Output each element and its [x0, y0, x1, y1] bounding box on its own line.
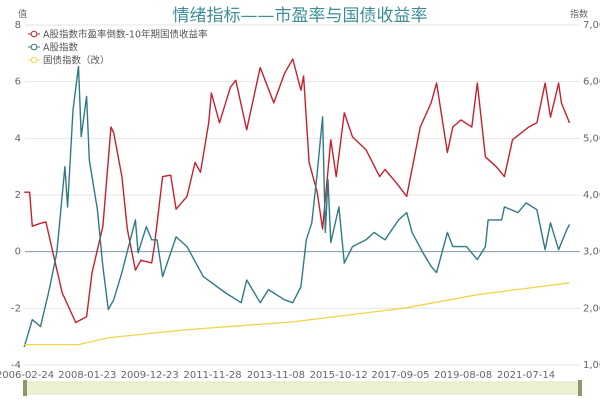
right-tick-label: 3,000	[583, 247, 600, 258]
legend-item-0[interactable]: A股指数市盈率倒数-10年期国债收益率	[28, 29, 208, 41]
right-tick-label: 7,000	[583, 20, 600, 31]
slider-handle-left[interactable]	[23, 380, 27, 396]
left-tick-label: -2	[11, 303, 21, 314]
x-tick-label: 2009-12-23	[121, 370, 179, 381]
legend-item-2[interactable]: 国债指数（改）	[28, 55, 110, 67]
x-tick-label: 2019-08-08	[434, 370, 492, 381]
left-axis-name: 值	[18, 8, 27, 20]
right-axis-name: 指数	[570, 8, 588, 20]
left-tick-label: 2	[15, 190, 21, 201]
slider-handle-right[interactable]	[578, 380, 582, 396]
right-tick-label: 1,000	[583, 360, 600, 371]
legend-item-1[interactable]: A股指数	[28, 42, 78, 54]
data-zoom-slider[interactable]	[23, 380, 582, 396]
right-tick-label: 4,000	[583, 190, 600, 201]
legend-circle-icon	[30, 30, 38, 38]
left-tick-label: 4	[15, 133, 21, 144]
series-line-2	[24, 282, 570, 346]
left-tick-label: 8	[15, 20, 21, 31]
legend-circle-icon	[30, 56, 38, 64]
legend-label: 国债指数（改）	[43, 55, 110, 67]
left-tick-label: 0	[15, 247, 21, 258]
series-line-0	[24, 58, 571, 324]
legend-circle-icon	[30, 43, 38, 51]
series-line-1	[23, 65, 571, 348]
x-tick-label: 2006-02-24	[0, 370, 54, 381]
left-tick-label: 6	[15, 77, 21, 88]
gridlines	[25, 24, 580, 366]
x-tick-label: 2015-10-12	[310, 370, 368, 381]
right-tick-label: 2,000	[583, 303, 600, 314]
x-tick-label: 2008-01-23	[58, 370, 116, 381]
slider-track[interactable]	[24, 381, 581, 395]
left-tick-label: -4	[11, 360, 21, 371]
legend-label: A股指数	[43, 42, 78, 54]
x-tick-label: 2021-07-14	[497, 370, 555, 381]
y-ticks: 8 7,000 6 6,000 4 5,000 2 4,000 0 3,000 -2 2,000 -4 1…	[11, 20, 600, 371]
x-ticks: 2006-02-24 2008-01-23 2009-12-23 2011-11-28…	[0, 370, 555, 381]
x-tick-label: 2013-11-08	[247, 370, 305, 381]
right-tick-label: 6,000	[583, 77, 600, 88]
chart-title: 情绪指标——市盈率与国债收益率	[173, 6, 428, 26]
right-tick-label: 5,000	[583, 133, 600, 144]
x-tick-label: 2011-11-28	[183, 370, 241, 381]
series-lines	[23, 58, 571, 348]
x-tick-label: 2017-09-05	[371, 370, 429, 381]
legend-label: A股指数市盈率倒数-10年期国债收益率	[43, 29, 208, 41]
